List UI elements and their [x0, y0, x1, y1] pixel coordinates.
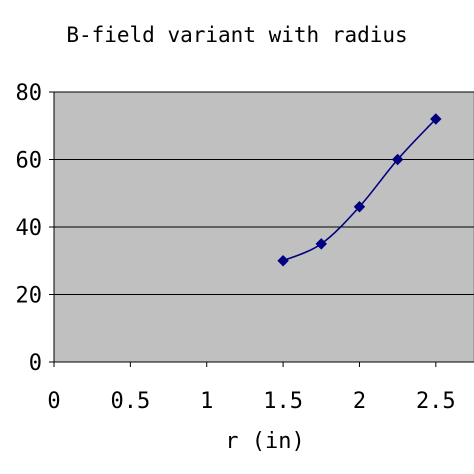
chart-title: B-field variant with radius: [66, 23, 407, 47]
x-tick-label: 2: [353, 389, 366, 414]
grid-lines: [54, 91, 474, 295]
x-tick-label: 1.5: [263, 389, 303, 414]
x-tick-label: 2.5: [416, 389, 456, 414]
x-axis-label: r (in): [225, 429, 304, 454]
data-point: [430, 113, 442, 125]
x-tick-label: 1: [200, 389, 213, 414]
axes: [49, 91, 474, 367]
x-tick-label: 0.5: [110, 389, 150, 414]
data-point: [277, 255, 289, 267]
x-tick-labels: 0 0.5 1 1.5 2 2.5: [47, 389, 455, 414]
data-point: [315, 238, 327, 250]
y-tick-label: 60: [16, 149, 43, 174]
x-tick-label: 0: [47, 389, 60, 414]
y-tick-label: 20: [16, 284, 43, 309]
y-tick-labels: 0 20 40 60 80: [16, 81, 43, 376]
data-markers: [277, 113, 442, 267]
y-tick-label: 80: [16, 81, 43, 106]
data-point: [353, 201, 366, 213]
data-point: [391, 153, 404, 166]
y-tick-label: 40: [16, 216, 43, 241]
y-tick-label: 0: [29, 351, 42, 376]
